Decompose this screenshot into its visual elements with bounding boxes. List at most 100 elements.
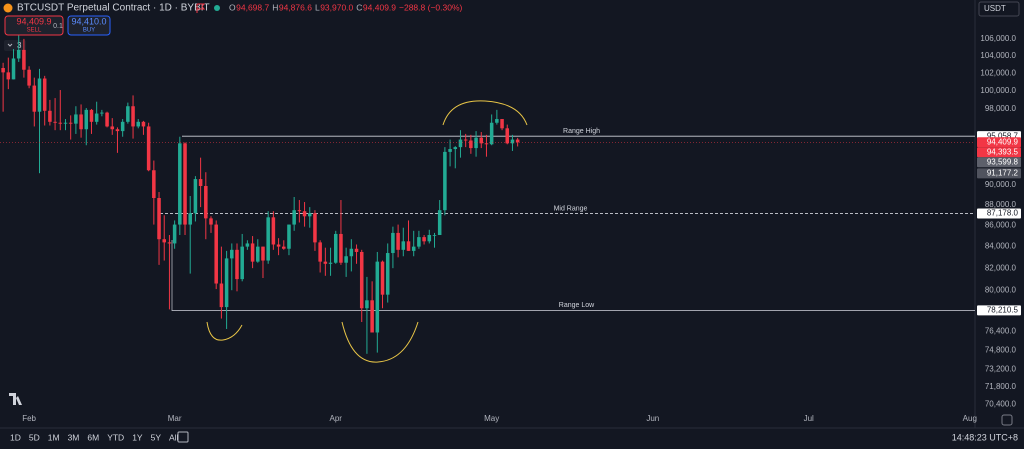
- candle-body: [230, 249, 234, 259]
- price-label-box: [977, 147, 1021, 158]
- candle-body: [282, 246, 286, 249]
- candle-body: [385, 253, 390, 295]
- x-tick-label: Jun: [646, 414, 659, 423]
- candle-body: [266, 217, 270, 261]
- candle-body: [74, 114, 78, 124]
- timeframe-button[interactable]: 5D: [29, 432, 40, 442]
- timeframe-button[interactable]: 1Y: [132, 432, 143, 442]
- level-price-box: [977, 208, 1021, 219]
- candle-body: [339, 233, 343, 263]
- candle-body: [27, 69, 31, 86]
- candle-body: [448, 149, 452, 152]
- timeframe-button[interactable]: 5Y: [151, 432, 162, 442]
- price-label-box: [977, 137, 1021, 148]
- spread: 0.1: [53, 23, 63, 30]
- candle-body: [53, 121, 57, 123]
- candle-body: [219, 283, 224, 308]
- candle-body: [313, 213, 317, 243]
- timeframe-button[interactable]: 3M: [68, 432, 80, 442]
- timeframe-button[interactable]: 6M: [87, 432, 99, 442]
- candle-body: [110, 126, 115, 130]
- candle-body: [68, 122, 73, 124]
- level-price: 87,178.0: [987, 209, 1019, 218]
- ohlc-legend: O 94,698.7 H 94,876.6 L 93,970.0 C 94,409.9 −288…: [229, 2, 463, 12]
- candle-body: [323, 261, 328, 264]
- candle-body: [276, 244, 281, 247]
- candle-body: [209, 218, 213, 225]
- candle-body: [250, 243, 255, 262]
- candle-body: [188, 213, 192, 225]
- price-label: 94,409.9: [987, 137, 1019, 146]
- candle-body: [105, 112, 109, 127]
- candle-body: [328, 262, 333, 264]
- candle-body: [349, 248, 354, 257]
- ohlc-key: L: [315, 2, 320, 12]
- status-dot: [214, 5, 220, 11]
- candle-body: [16, 49, 21, 59]
- level-price: 78,210.5: [987, 306, 1019, 315]
- candle-body: [245, 243, 250, 247]
- level-name: Range Low: [559, 302, 595, 309]
- y-tick-label: 70,400.0: [985, 399, 1017, 408]
- level-price: 95,058.7: [987, 131, 1019, 140]
- candle-body: [344, 256, 348, 263]
- candle-body: [510, 139, 515, 144]
- timeframe-button[interactable]: 1D: [10, 432, 21, 442]
- y-tick-label: 82,000.0: [985, 263, 1017, 272]
- candle-body: [437, 210, 442, 236]
- candle-body: [271, 217, 276, 245]
- candle-body: [256, 246, 260, 262]
- candle-body: [136, 121, 141, 127]
- symbol-icon: [3, 3, 13, 13]
- sell-button[interactable]: [4, 15, 64, 36]
- candle-body: [479, 137, 484, 144]
- candle-body: [505, 128, 510, 144]
- y-tick-label: 84,000.0: [985, 242, 1017, 251]
- ohlc-value: 94,698.7: [236, 2, 269, 12]
- candle-body: [474, 137, 478, 149]
- candle-body: [484, 143, 489, 145]
- buy-price: 94,410.0: [71, 16, 106, 26]
- y-tick-label: 106,000.0: [980, 34, 1016, 43]
- y-tick-label: 90,000.0: [985, 180, 1017, 189]
- candle-body: [224, 258, 229, 308]
- candle-body: [515, 139, 520, 143]
- candle-body: [172, 224, 177, 244]
- date-range-icon[interactable]: [177, 431, 189, 443]
- drawing-curve: [442, 100, 528, 126]
- candle-body: [157, 198, 161, 240]
- buy-button[interactable]: [67, 15, 111, 36]
- candle-body: [178, 143, 182, 225]
- candle-body: [359, 251, 364, 309]
- candle-body: [406, 241, 411, 251]
- settings-icon[interactable]: [1001, 414, 1013, 426]
- indicator-badge[interactable]: [4, 40, 26, 51]
- level-name: Range High: [563, 128, 600, 135]
- candle-body: [141, 121, 146, 127]
- change: −288.8 (−0.30%): [399, 2, 462, 12]
- y-tick-label: 80,000.0: [985, 285, 1017, 294]
- candle-body: [89, 109, 94, 122]
- candle-body: [42, 78, 47, 111]
- currency-select[interactable]: [978, 1, 1020, 17]
- candle-body: [365, 300, 369, 309]
- timeframe-button[interactable]: YTD: [107, 432, 124, 442]
- candle-body: [100, 112, 104, 114]
- timeframe-button[interactable]: All: [169, 432, 179, 442]
- candle-body: [120, 121, 125, 132]
- price-label: 94,393.5: [987, 147, 1019, 156]
- candle-body: [380, 261, 385, 295]
- ohlc-value: 94,409.9: [363, 2, 396, 12]
- candle-body: [489, 122, 494, 145]
- candle-body: [6, 72, 11, 80]
- candle-body: [495, 119, 499, 123]
- indicator-count: 3: [17, 41, 22, 50]
- candle-body: [370, 300, 374, 333]
- candle-body: [11, 58, 16, 80]
- candle-body: [427, 235, 432, 242]
- flag-icon[interactable]: [196, 3, 206, 13]
- candle-body: [94, 113, 99, 122]
- ohlc-key: C: [356, 2, 362, 12]
- timeframe-button[interactable]: 1M: [48, 432, 60, 442]
- price-label-box: [977, 157, 1021, 168]
